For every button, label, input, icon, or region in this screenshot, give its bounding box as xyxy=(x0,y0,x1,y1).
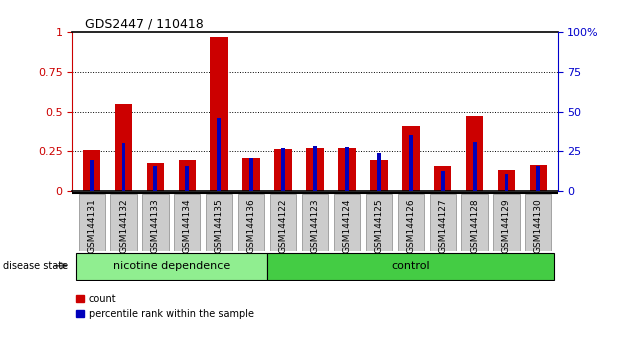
Bar xyxy=(185,166,189,191)
Bar xyxy=(306,148,324,191)
Text: GSM144135: GSM144135 xyxy=(215,198,224,253)
Bar xyxy=(530,165,547,191)
Text: GSM144123: GSM144123 xyxy=(311,198,319,253)
Text: GSM144136: GSM144136 xyxy=(247,198,256,253)
Bar xyxy=(115,104,132,191)
Text: GSM144124: GSM144124 xyxy=(343,198,352,253)
FancyBboxPatch shape xyxy=(493,194,520,251)
FancyBboxPatch shape xyxy=(238,194,264,251)
Bar xyxy=(345,147,349,191)
FancyBboxPatch shape xyxy=(76,253,267,280)
Bar xyxy=(83,150,100,191)
Text: GSM144128: GSM144128 xyxy=(470,198,479,253)
FancyBboxPatch shape xyxy=(366,194,392,251)
FancyBboxPatch shape xyxy=(462,194,488,251)
FancyBboxPatch shape xyxy=(206,194,232,251)
Bar xyxy=(441,171,445,191)
Text: GSM144132: GSM144132 xyxy=(119,198,128,253)
Text: GSM144134: GSM144134 xyxy=(183,198,192,253)
Bar xyxy=(434,166,452,191)
Bar xyxy=(249,158,253,191)
FancyBboxPatch shape xyxy=(430,194,455,251)
FancyBboxPatch shape xyxy=(110,194,137,251)
FancyBboxPatch shape xyxy=(267,253,554,280)
Bar xyxy=(313,146,317,191)
Bar xyxy=(370,160,387,191)
Text: GSM144129: GSM144129 xyxy=(502,198,511,253)
Text: GSM144126: GSM144126 xyxy=(406,198,415,253)
Bar xyxy=(472,142,476,191)
Text: GDS2447 / 110418: GDS2447 / 110418 xyxy=(85,17,203,30)
Bar xyxy=(498,170,515,191)
Bar xyxy=(409,135,413,191)
FancyBboxPatch shape xyxy=(525,194,551,251)
Bar xyxy=(466,116,483,191)
Bar xyxy=(377,153,381,191)
Bar xyxy=(89,160,93,191)
Bar xyxy=(217,118,221,191)
Bar xyxy=(154,166,158,191)
Bar xyxy=(122,143,125,191)
Bar xyxy=(281,148,285,191)
Text: disease state: disease state xyxy=(3,261,68,271)
Bar xyxy=(178,160,196,191)
FancyBboxPatch shape xyxy=(302,194,328,251)
Bar xyxy=(505,174,508,191)
FancyBboxPatch shape xyxy=(142,194,168,251)
Bar xyxy=(210,37,228,191)
Text: GSM144133: GSM144133 xyxy=(151,198,160,253)
Text: GSM144130: GSM144130 xyxy=(534,198,543,253)
Text: GSM144125: GSM144125 xyxy=(374,198,383,253)
Legend: count, percentile rank within the sample: count, percentile rank within the sample xyxy=(72,290,258,322)
Text: control: control xyxy=(391,261,430,271)
Text: nicotine dependence: nicotine dependence xyxy=(113,261,230,271)
FancyBboxPatch shape xyxy=(334,194,360,251)
Bar xyxy=(402,126,420,191)
FancyBboxPatch shape xyxy=(398,194,424,251)
FancyBboxPatch shape xyxy=(79,194,105,251)
Bar xyxy=(338,148,356,191)
Text: GSM144122: GSM144122 xyxy=(278,198,287,253)
Text: GSM144127: GSM144127 xyxy=(438,198,447,253)
Bar xyxy=(274,149,292,191)
Bar xyxy=(243,158,260,191)
FancyBboxPatch shape xyxy=(270,194,296,251)
FancyBboxPatch shape xyxy=(175,194,200,251)
Text: GSM144131: GSM144131 xyxy=(87,198,96,253)
Bar xyxy=(147,163,164,191)
Bar xyxy=(537,166,541,191)
